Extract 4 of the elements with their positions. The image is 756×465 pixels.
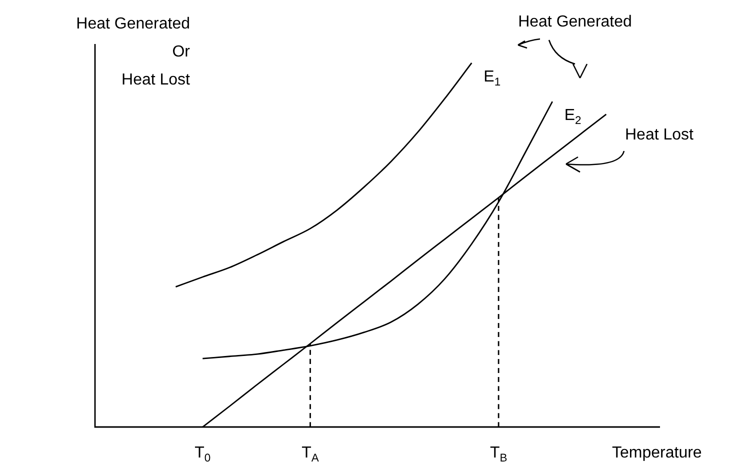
annotation: Heat Lost <box>625 126 694 144</box>
text: Heat Generated <box>518 13 632 30</box>
x-axis-title: Temperature <box>612 444 702 462</box>
y-axis-title: Heat Generated Or Heat Lost <box>76 15 191 88</box>
